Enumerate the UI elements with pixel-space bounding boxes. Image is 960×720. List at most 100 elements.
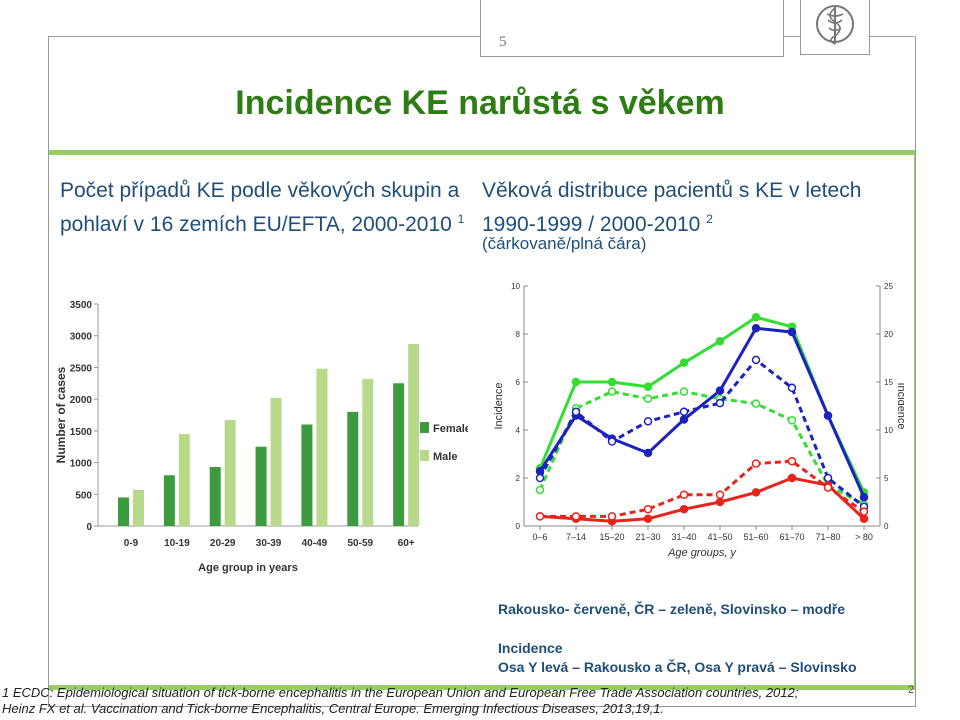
bar-x-tick-label: 50-59 bbox=[347, 538, 373, 549]
bar-female bbox=[255, 446, 267, 526]
point-slovenia-solid bbox=[859, 492, 869, 502]
point-austria-solid bbox=[787, 473, 797, 483]
bar-x-tick-label: 20-29 bbox=[210, 538, 236, 549]
point-austria-dashed bbox=[607, 512, 617, 521]
bar-female bbox=[118, 497, 129, 526]
bar-y-tick-label: 3500 bbox=[70, 300, 93, 311]
point-slovenia-solid bbox=[751, 323, 761, 333]
point-slovenia-dashed bbox=[643, 417, 653, 426]
line-x-tick-label: 21–30 bbox=[635, 532, 660, 542]
point-slovenia-dashed bbox=[571, 407, 581, 417]
legend-female-swatch bbox=[420, 422, 429, 433]
line-x-tick-label: 31–40 bbox=[671, 532, 696, 542]
line-right-tick-label: 0 bbox=[884, 522, 889, 531]
point-slovenia-dashed bbox=[607, 437, 617, 446]
series-line-austria-solid bbox=[539, 476, 866, 523]
bar-y-axis-label: Number of cases bbox=[54, 366, 68, 463]
legend-note-axes: Osa Y levá – Rakousko a ČR, Osa Y pravá … bbox=[498, 659, 857, 675]
point-slovenia-dashed bbox=[535, 473, 545, 483]
point-austria-dashed bbox=[535, 512, 545, 521]
point-czech-solid bbox=[679, 358, 689, 368]
line-right-tick-label: 15 bbox=[884, 378, 893, 387]
right-subheading: (čárkovaně/plná čára) bbox=[482, 234, 647, 253]
bar-x-tick-label: 10-19 bbox=[164, 538, 190, 549]
right-heading-sup: 2 bbox=[706, 212, 713, 226]
line-left-axis-label: Incidence bbox=[493, 382, 505, 429]
point-czech-solid bbox=[751, 312, 761, 322]
slide-title: Incidence KE narůstá s věkem bbox=[235, 84, 725, 122]
point-austria-solid bbox=[643, 514, 653, 524]
point-slovenia-dashed bbox=[715, 398, 725, 408]
legend-note-incidence: Incidence bbox=[498, 640, 563, 656]
left-heading-sup: 1 bbox=[457, 212, 465, 226]
bar-y-tick-label: 500 bbox=[75, 490, 92, 501]
series-line-austria-dashed bbox=[540, 459, 865, 518]
point-slovenia-dashed bbox=[679, 407, 689, 417]
point-czech-dashed bbox=[787, 416, 797, 425]
point-austria-dashed bbox=[715, 490, 725, 500]
left-heading-text: Počet případů KE podle věkových skupin a… bbox=[60, 179, 460, 236]
line-x-axis-label: Age groups, y bbox=[667, 547, 737, 559]
point-czech-solid bbox=[607, 377, 617, 387]
point-austria-solid bbox=[859, 514, 869, 524]
legend-male-label: Male bbox=[433, 451, 457, 463]
slide-number-box: 5 bbox=[480, 0, 784, 57]
point-slovenia-solid bbox=[679, 415, 689, 424]
point-czech-dashed bbox=[643, 394, 653, 404]
line-right-axis-label: Incidence bbox=[895, 382, 904, 429]
point-slovenia-solid bbox=[823, 411, 833, 420]
bar-y-tick-label: 3000 bbox=[70, 332, 93, 343]
series-line-czech-dashed bbox=[538, 390, 865, 506]
line-right-tick-label: 5 bbox=[884, 474, 889, 483]
point-austria-solid bbox=[679, 504, 689, 514]
bar-male bbox=[178, 434, 190, 526]
footnote-1: 1 ECDC: Epidemiological situation of tic… bbox=[2, 685, 799, 700]
point-austria-dashed bbox=[679, 490, 689, 500]
point-austria-dashed bbox=[823, 483, 833, 492]
right-heading-text: Věková distribuce pacientů s KE v letech… bbox=[482, 179, 862, 236]
legend-note-countries: Rakousko- červeně, ČR – zeleně, Slovinsk… bbox=[498, 601, 846, 617]
bar-female bbox=[393, 383, 405, 526]
bar-male bbox=[408, 343, 420, 526]
point-czech-dashed bbox=[679, 387, 689, 396]
line-left-tick-label: 10 bbox=[511, 282, 520, 291]
point-austria-solid bbox=[751, 488, 761, 497]
line-x-tick-label: 0–6 bbox=[532, 532, 547, 542]
footnote-2: Heinz FX et al. Vaccination and Tick-bor… bbox=[2, 701, 665, 716]
bar-male bbox=[362, 378, 374, 526]
bar-male bbox=[224, 420, 236, 526]
caduceus-logo-icon bbox=[816, 5, 854, 45]
right-heading: Věková distribuce pacientů s KE v letech… bbox=[482, 177, 902, 239]
bar-female bbox=[163, 475, 175, 526]
line-x-tick-label: 61–70 bbox=[779, 532, 804, 542]
bar-female bbox=[347, 411, 359, 526]
bar-male bbox=[316, 368, 328, 526]
slide-frame bbox=[48, 36, 916, 707]
point-slovenia-dashed bbox=[823, 473, 833, 483]
line-right-tick-label: 10 bbox=[884, 426, 893, 435]
line-chart: 0 2 4 6 8 10 0 5 10 15 20 25 0–6 7–14 15–20 21–30 31–40 4… bbox=[493, 282, 904, 559]
bar-x-tick-label: 0-9 bbox=[124, 538, 139, 549]
point-slovenia-solid bbox=[643, 448, 653, 458]
point-austria-dashed bbox=[751, 459, 761, 468]
bar-y-tick-label: 2000 bbox=[70, 395, 93, 406]
bar-y-tick-label: 1000 bbox=[70, 459, 93, 470]
point-slovenia-dashed bbox=[787, 383, 797, 393]
point-austria-dashed bbox=[787, 456, 797, 466]
point-slovenia-dashed bbox=[751, 355, 761, 365]
legend-male-swatch bbox=[420, 450, 429, 461]
page-number: 2 bbox=[908, 684, 915, 696]
line-x-tick-label: 7–14 bbox=[566, 532, 586, 542]
line-left-tick-label: 2 bbox=[516, 474, 521, 483]
bar-male bbox=[133, 489, 144, 526]
point-czech-solid bbox=[715, 336, 725, 346]
line-x-tick-label: > 80 bbox=[855, 532, 873, 542]
point-slovenia-solid bbox=[787, 327, 797, 337]
point-slovenia-solid bbox=[715, 386, 725, 395]
slide-number: 5 bbox=[499, 34, 507, 50]
content-panel bbox=[49, 155, 914, 685]
line-right-tick-label: 20 bbox=[884, 330, 893, 339]
line-left-tick-label: 0 bbox=[516, 522, 521, 531]
point-austria-dashed bbox=[859, 507, 869, 516]
line-x-tick-label: 71–80 bbox=[815, 532, 840, 542]
